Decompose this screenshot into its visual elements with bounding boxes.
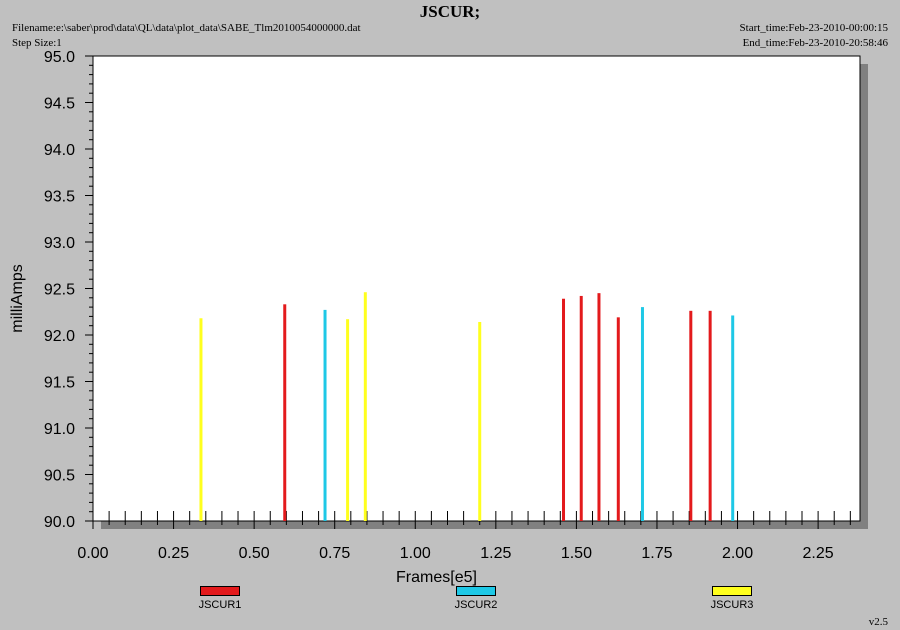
y-tick-label: 94.5	[44, 96, 75, 113]
plot-area	[92, 55, 861, 522]
y-tick-label: 93.5	[44, 189, 75, 206]
data-bar	[363, 292, 367, 521]
chart-title: JSCUR;	[419, 2, 481, 21]
data-bar	[579, 295, 583, 521]
legend-swatch	[456, 586, 496, 596]
start-time-label: Start_time:Feb-23-2010-00:00:15	[739, 22, 888, 34]
data-bar	[199, 318, 203, 521]
y-tick-label: 90.0	[44, 514, 75, 531]
y-tick-label: 90.5	[44, 468, 75, 485]
legend-label: JSCUR1	[198, 599, 242, 611]
data-bar	[616, 317, 620, 521]
data-bar	[478, 321, 482, 521]
y-axis-label: milliAmps	[9, 264, 26, 332]
filename-label: Filename:e:\saber\prod\data\QL\data\plot…	[12, 22, 361, 34]
y-tick-label: 93.0	[44, 235, 75, 252]
legend-item: JSCUR1	[180, 586, 260, 611]
y-tick-label: 92.5	[44, 282, 75, 299]
data-bar	[323, 309, 327, 521]
y-tick-label: 95.0	[44, 49, 75, 66]
x-tick-label: 1.50	[561, 545, 592, 562]
x-tick-label: 0.00	[77, 545, 108, 562]
y-tick-label: 91.5	[44, 375, 75, 392]
data-bar	[689, 310, 693, 521]
x-tick-label: 2.25	[803, 545, 834, 562]
data-bar	[731, 315, 735, 521]
legend-label: JSCUR3	[710, 599, 754, 611]
data-bar	[283, 304, 287, 521]
legend-swatch	[200, 586, 240, 596]
x-tick-label: 0.50	[239, 545, 270, 562]
data-bar	[597, 293, 601, 521]
x-tick-label: 1.75	[641, 545, 672, 562]
y-tick-label: 91.0	[44, 421, 75, 438]
x-tick-label: 0.75	[319, 545, 350, 562]
y-tick-label: 94.0	[44, 142, 75, 159]
x-tick-label: 1.25	[480, 545, 511, 562]
version-label: v2.5	[868, 616, 888, 628]
end-time-label: End_time:Feb-23-2010-20:58:46	[742, 37, 888, 49]
legend-item: JSCUR2	[436, 586, 516, 611]
data-bar	[562, 298, 566, 521]
legend-item: JSCUR3	[692, 586, 772, 611]
legend-swatch	[712, 586, 752, 596]
step-size-label: Step Size:1	[12, 37, 62, 49]
data-bar	[708, 310, 712, 521]
data-bar	[346, 319, 350, 521]
x-tick-label: 1.00	[400, 545, 431, 562]
x-axis-label: Frames[e5]	[396, 569, 477, 586]
x-tick-label: 2.00	[722, 545, 753, 562]
data-bar	[640, 307, 644, 521]
x-tick-label: 0.25	[158, 545, 189, 562]
legend-label: JSCUR2	[454, 599, 498, 611]
y-tick-label: 92.0	[44, 328, 75, 345]
